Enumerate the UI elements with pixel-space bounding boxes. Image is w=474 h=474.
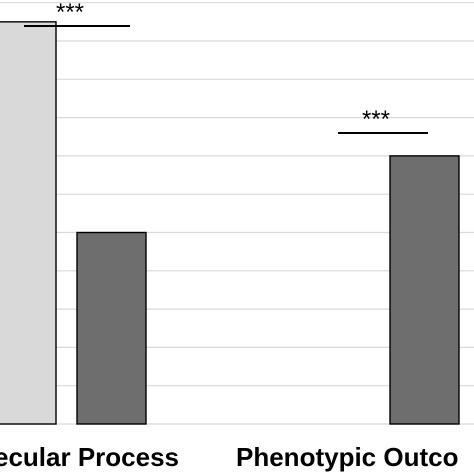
category-label: ecular Process: [0, 442, 179, 472]
bar-0-0: [0, 21, 57, 425]
category-labels: ecular Process Phenotypic Outco: [0, 442, 458, 472]
bars: [0, 21, 460, 425]
bar-0-1: [76, 231, 147, 425]
category-label: Phenotypic Outco: [236, 442, 458, 472]
significance-label: ***: [362, 106, 390, 133]
significance-annotations: *** ***: [24, 0, 428, 134]
bar-1-1: [389, 155, 460, 425]
significance-label: ***: [56, 0, 84, 26]
